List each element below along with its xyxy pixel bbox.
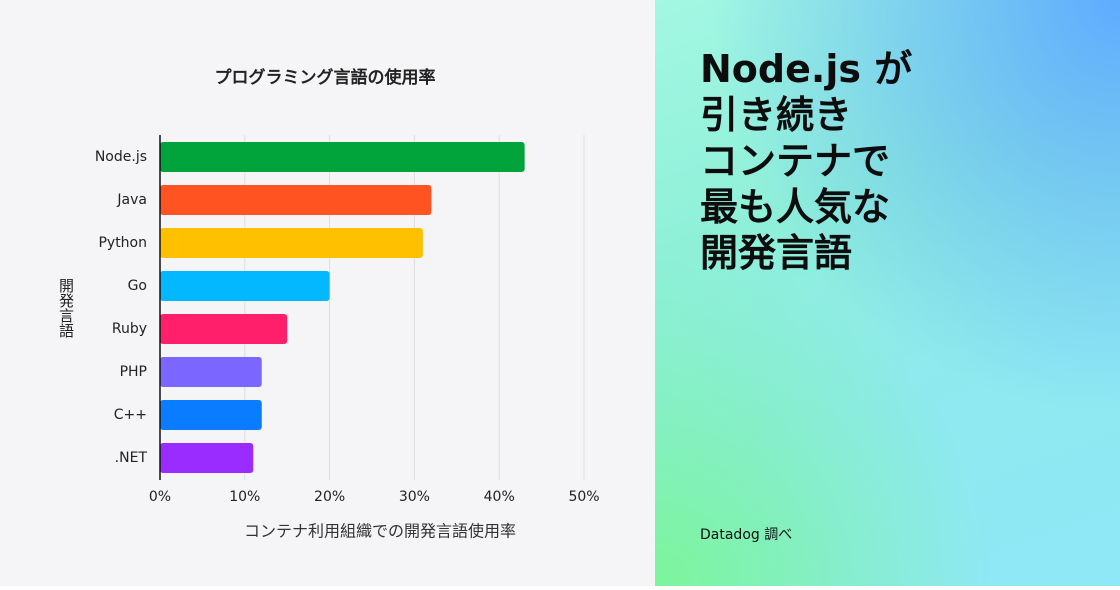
chart-panel: プログラミング言語の使用率 コンテナ利用組織での開発言語使用率 開発言語 0% 1… [0, 0, 655, 586]
x-tick-label: 40% [484, 489, 515, 505]
y-tick-label: Python [98, 235, 147, 251]
headline-line: 最も人気な [700, 185, 891, 229]
y-tick-label: Ruby [112, 321, 147, 337]
bar [160, 271, 330, 301]
headline: Node.js が引き続き コンテナで 最も人気な 開発言語 [700, 46, 912, 276]
y-tick-label: C++ [114, 407, 147, 423]
y-tick-label: Go [128, 278, 147, 294]
bar [160, 185, 432, 215]
chart: プログラミング言語の使用率 コンテナ利用組織での開発言語使用率 開発言語 0% 1… [57, 67, 600, 541]
x-tick-label: 10% [229, 489, 260, 505]
y-tick-label: .NET [115, 450, 148, 466]
headline-line: Node.js が [700, 47, 913, 91]
bar [160, 228, 423, 258]
x-tick-label: 20% [314, 489, 345, 505]
headline-line: コンテナで [700, 139, 891, 183]
y-axis-title: 開発言語 [57, 278, 75, 338]
x-axis-title: コンテナ利用組織での開発言語使用率 [244, 522, 516, 541]
headline-line: 開発言語 [700, 231, 853, 275]
chart-title: プログラミング言語の使用率 [215, 67, 436, 88]
bar [160, 357, 262, 387]
source: Datadog 調べ [700, 527, 793, 543]
x-tick-label: 50% [568, 489, 599, 505]
x-tick-label: 30% [399, 489, 430, 505]
y-tick-label: Java [116, 192, 147, 208]
y-tick-label: PHP [120, 364, 147, 380]
bar [160, 314, 288, 344]
headline-line: 引き続き [700, 93, 853, 137]
bar [160, 400, 262, 430]
headline-panel: Node.js が引き続き コンテナで 最も人気な 開発言語 Datadog 調べ [655, 0, 1120, 586]
x-tick-label: 0% [149, 489, 171, 505]
bar [160, 142, 525, 172]
bar [160, 443, 254, 473]
y-tick-label: Node.js [95, 149, 147, 165]
